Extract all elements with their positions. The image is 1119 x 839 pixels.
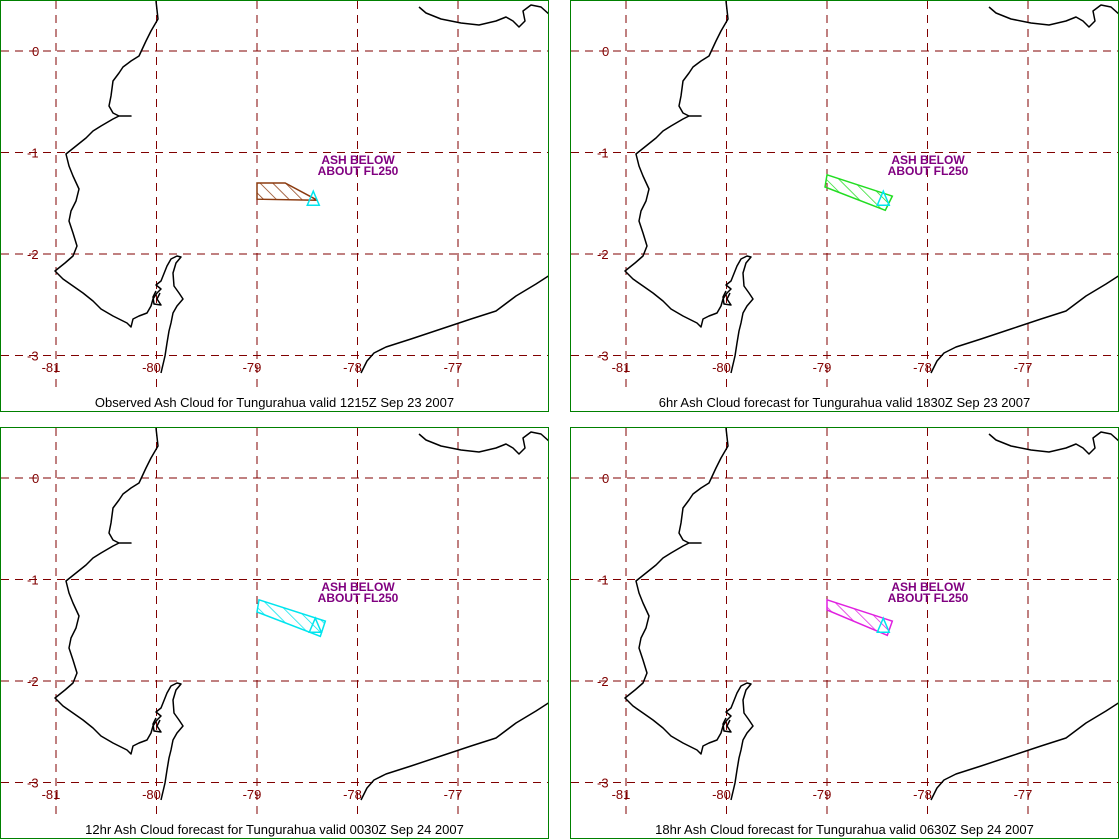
lon-tick-label: -81 <box>42 787 61 802</box>
annotation-line-2: ABOUT FL250 <box>888 164 969 178</box>
lon-tick-label: -78 <box>343 360 362 375</box>
annotation-line-1: ASH BELOW <box>891 153 965 167</box>
panel-caption: 6hr Ash Cloud forecast for Tungurahua va… <box>658 395 1031 410</box>
annotation-line-1: ASH BELOW <box>891 580 965 594</box>
volcano-triangle-icon <box>308 616 323 633</box>
lon-tick-label: -80 <box>142 360 161 375</box>
coastline-segment-4 <box>360 702 548 801</box>
coastline-segment-2 <box>722 717 732 733</box>
panel-caption: 18hr Ash Cloud forecast for Tungurahua v… <box>655 822 1034 837</box>
coastline-segment-1 <box>624 1 754 374</box>
coastline <box>54 1 548 374</box>
map-panel-2: ASH BELOW ABOUT FL250 0 -1 -2 -3 -81 -80 -79 -78 -… <box>570 0 1119 412</box>
lat-tick-label: -3 <box>597 776 609 791</box>
volcano-triangle-icon <box>876 616 891 633</box>
map-panel-4: ASH BELOW ABOUT FL250 0 -1 -2 -3 -81 -80 -79 -78 -… <box>570 427 1119 839</box>
coastline-segment-4 <box>930 275 1118 374</box>
coastline-segment-3 <box>418 4 548 28</box>
lon-tick-label: -77 <box>444 787 463 802</box>
map-panel-1: ASH BELOW ABOUT FL250 0 -1 -2 -3 -81 -80 -79 -78 -… <box>0 0 549 412</box>
graticule <box>571 1 1118 391</box>
lat-tick-label: 0 <box>602 471 609 486</box>
lat-tick-label: -2 <box>27 674 39 689</box>
volcano-triangle-icon <box>306 189 321 206</box>
ash-cloud-polygon <box>826 598 894 637</box>
lon-tick-label: -81 <box>42 360 61 375</box>
lat-tick-label: -3 <box>597 349 609 364</box>
lat-tick-label: -1 <box>597 573 609 588</box>
lon-tick-label: -79 <box>813 360 832 375</box>
lon-tick-label: -80 <box>712 787 731 802</box>
lon-tick-label: -81 <box>612 360 631 375</box>
coastline <box>624 1 1118 374</box>
graticule <box>1 1 548 391</box>
lon-tick-label: -78 <box>343 787 362 802</box>
ash-cloud-polygon <box>256 182 318 201</box>
annotation-line-1: ASH BELOW <box>321 153 395 167</box>
graticule <box>1 428 548 818</box>
lon-tick-label: -79 <box>813 787 832 802</box>
map-panel-3: ASH BELOW ABOUT FL250 0 -1 -2 -3 -81 -80 -79 -78 -… <box>0 427 549 839</box>
lon-tick-label: -77 <box>1014 360 1033 375</box>
annotation-line-2: ABOUT FL250 <box>318 164 399 178</box>
lon-tick-label: -77 <box>444 360 463 375</box>
coastline-segment-3 <box>988 431 1118 455</box>
annotation-line-2: ABOUT FL250 <box>318 591 399 605</box>
panel-caption: 12hr Ash Cloud forecast for Tungurahua v… <box>85 822 464 837</box>
coastline-segment-1 <box>54 428 184 801</box>
coastline-segment-4 <box>930 702 1118 801</box>
lon-tick-label: -81 <box>612 787 631 802</box>
lat-tick-label: 0 <box>32 471 39 486</box>
lon-tick-label: -80 <box>142 787 161 802</box>
coastline-segment-4 <box>360 275 548 374</box>
lat-tick-label: -1 <box>27 573 39 588</box>
coastline-segment-3 <box>988 4 1118 28</box>
coastline-segment-2 <box>152 717 162 733</box>
lon-tick-label: -80 <box>712 360 731 375</box>
coastline-segment-1 <box>54 1 184 374</box>
ash-cloud-polygon <box>824 173 894 212</box>
coastline <box>624 428 1118 801</box>
coastline <box>54 428 548 801</box>
coastline-segment-1 <box>624 428 754 801</box>
lat-tick-label: -3 <box>27 776 39 791</box>
lon-tick-label: -78 <box>913 360 932 375</box>
graticule <box>571 428 1118 818</box>
lat-tick-label: 0 <box>32 44 39 59</box>
annotation-line-1: ASH BELOW <box>321 580 395 594</box>
lon-tick-label: -78 <box>913 787 932 802</box>
lat-tick-label: -2 <box>27 247 39 262</box>
annotation-line-2: ABOUT FL250 <box>888 591 969 605</box>
volcano-triangle-icon <box>876 189 891 206</box>
lat-tick-label: -1 <box>597 146 609 161</box>
lat-tick-label: -2 <box>597 247 609 262</box>
coastline-segment-2 <box>722 290 732 306</box>
lon-tick-label: -79 <box>243 787 262 802</box>
lat-tick-label: -3 <box>27 349 39 364</box>
coastline-segment-2 <box>152 290 162 306</box>
coastline-segment-3 <box>418 431 548 455</box>
lat-tick-label: -1 <box>27 146 39 161</box>
panel-caption: Observed Ash Cloud for Tungurahua valid … <box>94 395 455 410</box>
ash-cloud-polygon <box>256 598 327 638</box>
lon-tick-label: -77 <box>1014 787 1033 802</box>
lat-tick-label: 0 <box>602 44 609 59</box>
lat-tick-label: -2 <box>597 674 609 689</box>
lon-tick-label: -79 <box>243 360 262 375</box>
